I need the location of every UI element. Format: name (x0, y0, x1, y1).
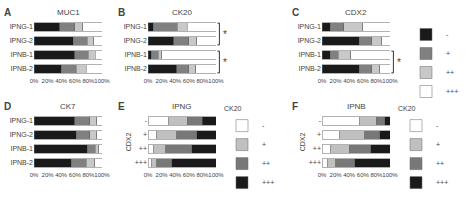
svg-text:40%: 40% (169, 172, 182, 178)
svg-text:80%: 80% (82, 78, 95, 84)
svg-text:IPNB-2: IPNB-2 (10, 65, 33, 72)
svg-text:IPNB-1: IPNB-1 (124, 51, 147, 58)
svg-text:IPNB-1: IPNB-1 (10, 51, 33, 58)
svg-text:A: A (4, 7, 11, 18)
svg-text:++: ++ (436, 160, 444, 167)
svg-text:0%: 0% (30, 172, 39, 178)
svg-text:E: E (118, 101, 125, 112)
svg-text:20%: 20% (42, 172, 55, 178)
svg-text:-: - (446, 31, 449, 38)
svg-text:+: + (446, 50, 450, 57)
svg-text:20%: 20% (330, 172, 343, 178)
svg-text:IPNG-2: IPNG-2 (298, 37, 321, 44)
svg-text:+: + (262, 141, 266, 148)
svg-text:IPNG-2: IPNG-2 (124, 37, 147, 44)
svg-text:-: - (262, 122, 265, 129)
svg-text:+++: +++ (436, 179, 448, 186)
svg-text:CDX2: CDX2 (125, 133, 132, 152)
svg-text:++: ++ (446, 69, 454, 76)
svg-text:CDX2: CDX2 (345, 8, 367, 17)
svg-text:*: * (223, 29, 227, 40)
svg-text:+: + (317, 131, 321, 138)
svg-text:60%: 60% (69, 78, 82, 84)
svg-text:CK7: CK7 (60, 102, 76, 111)
svg-text:IPNG: IPNG (172, 102, 192, 111)
svg-text:40%: 40% (55, 172, 68, 178)
svg-text:IPNG-1: IPNG-1 (10, 23, 33, 30)
svg-text:IPNG-1: IPNG-1 (298, 23, 321, 30)
svg-text:IPNG-2: IPNG-2 (10, 37, 33, 44)
svg-text:40%: 40% (55, 78, 68, 84)
svg-text:B: B (118, 7, 125, 18)
svg-text:CDX2: CDX2 (299, 133, 306, 152)
svg-text:IPNB-2: IPNB-2 (124, 65, 147, 72)
svg-text:80%: 80% (370, 172, 383, 178)
svg-text:0%: 0% (318, 78, 327, 84)
svg-text:100%: 100% (208, 172, 224, 178)
svg-text:++: ++ (262, 160, 270, 167)
svg-text:100%: 100% (208, 78, 224, 84)
svg-text:CK20: CK20 (224, 105, 242, 112)
svg-text:*: * (223, 57, 227, 68)
svg-text:20%: 20% (42, 78, 55, 84)
svg-text:80%: 80% (196, 78, 209, 84)
svg-text:+: + (436, 141, 440, 148)
svg-text:+++: +++ (262, 179, 274, 186)
svg-text:60%: 60% (183, 78, 196, 84)
svg-text:IPNB-1: IPNB-1 (10, 145, 33, 152)
svg-text:0%: 0% (318, 172, 327, 178)
svg-text:100%: 100% (382, 172, 398, 178)
svg-text:CK20: CK20 (172, 8, 193, 17)
svg-text:100%: 100% (382, 78, 398, 84)
svg-text:IPNG-2: IPNG-2 (10, 131, 33, 138)
svg-text:60%: 60% (183, 172, 196, 178)
svg-text:IPNG-1: IPNG-1 (124, 23, 147, 30)
svg-text:IPNB-2: IPNB-2 (298, 65, 321, 72)
svg-text:++: ++ (139, 145, 147, 152)
svg-text:100%: 100% (94, 78, 110, 84)
svg-text:+++: +++ (309, 159, 321, 166)
svg-text:0%: 0% (144, 172, 153, 178)
svg-text:IPNB: IPNB (347, 102, 366, 111)
svg-text:-: - (436, 122, 439, 129)
svg-text:80%: 80% (370, 78, 383, 84)
svg-text:IPNB-2: IPNB-2 (10, 159, 33, 166)
svg-text:100%: 100% (94, 172, 110, 178)
svg-text:D: D (4, 101, 11, 112)
svg-text:0%: 0% (144, 78, 153, 84)
svg-text:MUC1: MUC1 (57, 8, 80, 17)
svg-text:-: - (145, 117, 148, 124)
svg-text:+: + (143, 131, 147, 138)
svg-text:F: F (292, 101, 298, 112)
svg-text:20%: 20% (156, 78, 169, 84)
svg-text:80%: 80% (196, 172, 209, 178)
svg-text:40%: 40% (343, 78, 356, 84)
svg-text:40%: 40% (343, 172, 356, 178)
svg-text:40%: 40% (169, 78, 182, 84)
svg-text:*: * (397, 57, 401, 68)
svg-text:-: - (319, 117, 322, 124)
svg-text:0%: 0% (30, 78, 39, 84)
svg-text:++: ++ (313, 145, 321, 152)
svg-text:+++: +++ (446, 88, 458, 95)
svg-text:IPNG-1: IPNG-1 (10, 117, 33, 124)
svg-text:60%: 60% (357, 78, 370, 84)
svg-text:CK20: CK20 (398, 105, 416, 112)
svg-text:60%: 60% (357, 172, 370, 178)
svg-text:IPNB-1: IPNB-1 (298, 51, 321, 58)
svg-text:+++: +++ (135, 159, 147, 166)
svg-text:C: C (292, 7, 299, 18)
svg-text:20%: 20% (330, 78, 343, 84)
svg-text:20%: 20% (156, 172, 169, 178)
svg-text:80%: 80% (82, 172, 95, 178)
svg-text:60%: 60% (69, 172, 82, 178)
